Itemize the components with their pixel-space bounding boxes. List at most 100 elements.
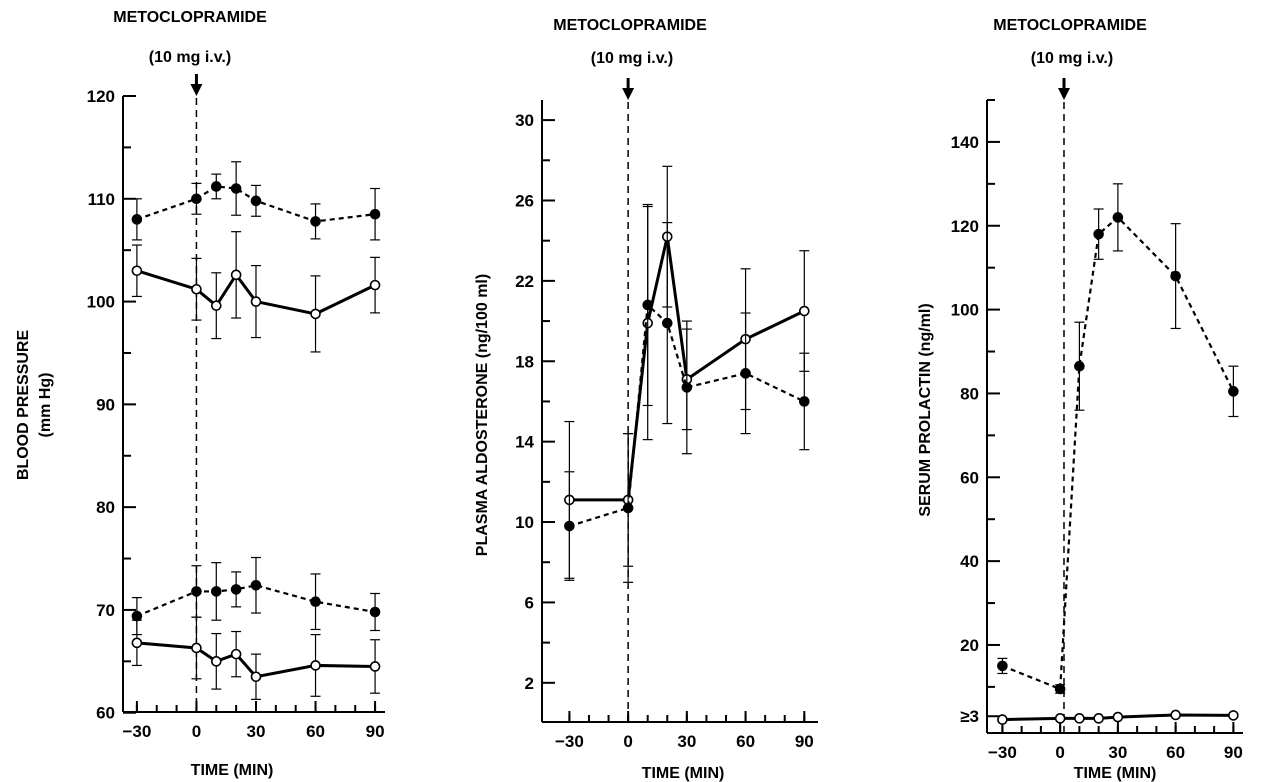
data-point <box>210 656 222 667</box>
x-tick-label: 60 <box>736 732 755 751</box>
data-point <box>250 579 262 591</box>
y-axis-label: PLASMA ALDOSTERONE (ng/100 ml) <box>474 274 491 556</box>
data-point <box>310 308 321 320</box>
data-point <box>1170 709 1181 721</box>
series-line <box>1001 215 1235 691</box>
data-point <box>1112 212 1124 223</box>
y-tick-label: 80 <box>96 498 115 517</box>
data-point <box>1054 713 1066 724</box>
x-tick-label: 90 <box>366 722 385 741</box>
y-axis-label-line1: BLOOD PRESSURE <box>15 330 32 481</box>
y-tick-label: 2 <box>525 674 534 693</box>
data-point <box>1093 713 1104 724</box>
x-tick-label: 60 <box>306 722 325 741</box>
data-point <box>131 610 143 622</box>
x-tick-label: 30 <box>677 732 696 751</box>
data-point <box>250 671 262 683</box>
data-point <box>681 382 693 393</box>
series-filled-dashed <box>131 556 381 636</box>
plasma-aldosterone-panel: METOCLOPRAMIDE (10 mg i.v.) PLASMA ALDOS… <box>474 17 818 782</box>
data-point <box>230 648 242 660</box>
data-point <box>191 283 202 295</box>
y-tick-label: 60 <box>96 704 115 723</box>
data-point <box>230 183 242 194</box>
data-point <box>1228 386 1239 397</box>
data-point <box>1228 710 1239 721</box>
data-point <box>1074 713 1085 724</box>
annotation-dose: (10 mg i.v.) <box>591 50 673 67</box>
data-point <box>798 396 810 407</box>
data-point <box>997 714 1008 725</box>
x-tick-label: −30 <box>555 732 584 751</box>
y-tick-label: 120 <box>951 217 979 236</box>
data-point <box>661 317 673 329</box>
data-point <box>740 368 751 379</box>
data-point <box>191 586 202 597</box>
data-point <box>997 660 1008 672</box>
data-point <box>369 208 381 220</box>
x-tick-label: 30 <box>247 722 266 741</box>
data-point <box>1112 711 1124 723</box>
data-point <box>310 216 321 227</box>
data-point <box>1054 683 1066 695</box>
y-tick-label: 22 <box>515 272 534 291</box>
y-tick-label: 90 <box>96 395 115 414</box>
data-point <box>191 193 202 205</box>
y-tick-label: 140 <box>951 133 979 152</box>
y-tick-label: 30 <box>515 111 534 130</box>
x-tick-label: 0 <box>623 732 632 751</box>
data-point <box>131 265 143 277</box>
series-open-solid <box>131 616 381 700</box>
y-tick-label: 120 <box>87 87 115 106</box>
series-filled-dashed <box>564 203 810 583</box>
data-point <box>564 520 575 532</box>
data-point <box>250 195 262 207</box>
data-point <box>230 584 242 595</box>
data-point <box>230 269 242 281</box>
x-tick-label: 0 <box>1055 743 1064 762</box>
y-tick-label: 14 <box>515 433 534 452</box>
data-point <box>131 637 143 649</box>
down-arrow-icon <box>190 84 203 96</box>
x-axis-label: TIME (MIN) <box>191 762 274 779</box>
y-tick-label: 10 <box>515 513 534 532</box>
y-tick-label: 60 <box>960 468 979 487</box>
y-tick-label: 40 <box>960 552 979 571</box>
down-arrow-icon <box>622 88 635 100</box>
data-point <box>369 279 381 291</box>
data-point <box>310 660 321 671</box>
x-tick-label: 30 <box>1108 743 1127 762</box>
x-tick-label: 90 <box>1224 743 1243 762</box>
blood-pressure-panel: METOCLOPRAMIDE (10 mg i.v.) BLOOD PRESSU… <box>15 9 385 779</box>
y-tick-label: 70 <box>96 601 115 620</box>
y-axis-label: SERUM PROLACTIN (ng/ml) <box>917 303 934 516</box>
x-tick-label: −30 <box>988 743 1017 762</box>
x-tick-label: 0 <box>192 722 201 741</box>
series-filled-dashed <box>131 161 381 241</box>
y-tick-label: 26 <box>515 191 534 210</box>
data-point <box>622 502 634 514</box>
series-open-solid <box>997 709 1239 725</box>
x-tick-label: −30 <box>122 722 151 741</box>
annotation-dose: (10 mg i.v.) <box>1031 50 1113 67</box>
down-arrow-icon <box>1057 88 1070 100</box>
data-point <box>798 305 810 317</box>
x-tick-label: 90 <box>795 732 814 751</box>
y-tick-label: 80 <box>960 384 979 403</box>
annotation-drug-name: METOCLOPRAMIDE <box>553 17 707 34</box>
data-point <box>1170 270 1181 282</box>
x-tick-label: 60 <box>1166 743 1185 762</box>
annotation-dose: (10 mg i.v.) <box>149 49 231 66</box>
data-point <box>1093 228 1104 240</box>
data-point <box>369 606 381 618</box>
data-point <box>210 300 222 311</box>
y-tick-label: 6 <box>525 593 534 612</box>
data-point <box>250 296 262 307</box>
y-tick-label: 18 <box>515 352 534 371</box>
annotation-drug-name: METOCLOPRAMIDE <box>113 9 267 26</box>
y-tick-label: 110 <box>88 190 115 209</box>
x-axis-label: TIME (MIN) <box>1074 765 1157 782</box>
data-point <box>210 181 222 192</box>
data-point <box>210 586 222 597</box>
